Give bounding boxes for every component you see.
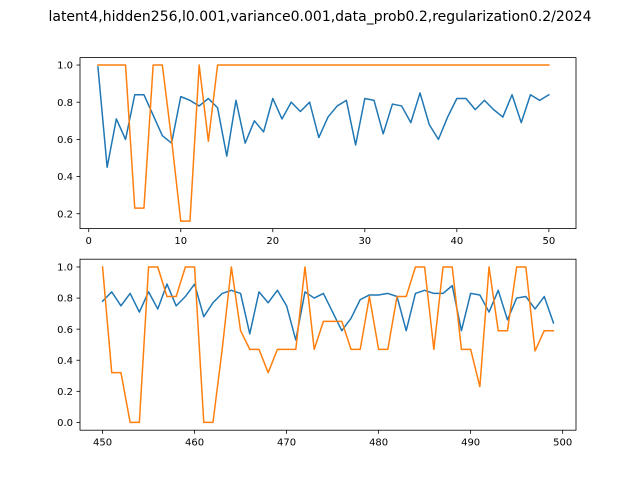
x-tick-label: 480 [369,438,388,449]
series-group [101,266,555,424]
series-group [97,64,550,222]
x-tick-label: 0 [86,236,92,247]
y-tick-label: 0.2 [57,209,73,220]
x-tick-label: 500 [553,438,572,449]
figure-title: latent4,hidden256,l0.001,variance0.001,d… [48,9,592,25]
axes-frame [79,258,577,431]
y-tick-label: 0.4 [57,356,73,367]
series-line-2 [101,266,555,424]
y-tick-label: 0.0 [57,418,73,429]
series-line-1 [101,283,555,341]
x-tick-label: 50 [542,236,555,247]
x-tick-label: 40 [450,236,463,247]
bottom-subplot: 450 460 470 480 490 500 0.0 0.2 0.4 0.6 0.8 1.0 [57,258,577,449]
y-tick-label: 0.4 [57,172,73,183]
x-tick-label: 10 [174,236,187,247]
series-line-2 [97,64,550,222]
series-line-1 [97,66,550,169]
y-tick-label: 1.0 [57,263,73,274]
y-tick-label: 1.0 [57,61,73,72]
y-tick-label: 0.8 [57,294,73,305]
x-tick-label: 460 [185,438,204,449]
x-tick-label: 30 [358,236,371,247]
x-tick-label: 470 [277,438,296,449]
y-tick-label: 0.8 [57,98,73,109]
y-tick-label: 0.2 [57,387,73,398]
top-subplot: 0 10 20 30 40 50 0.2 0.4 0.6 0.8 1.0 [57,57,577,247]
y-tick-label: 0.6 [57,135,73,146]
y-tick-label: 0.6 [57,325,73,336]
x-tick-label: 450 [93,438,112,449]
x-tick-label: 20 [266,236,279,247]
x-tick-label: 490 [461,438,480,449]
axes-frame [79,57,577,229]
